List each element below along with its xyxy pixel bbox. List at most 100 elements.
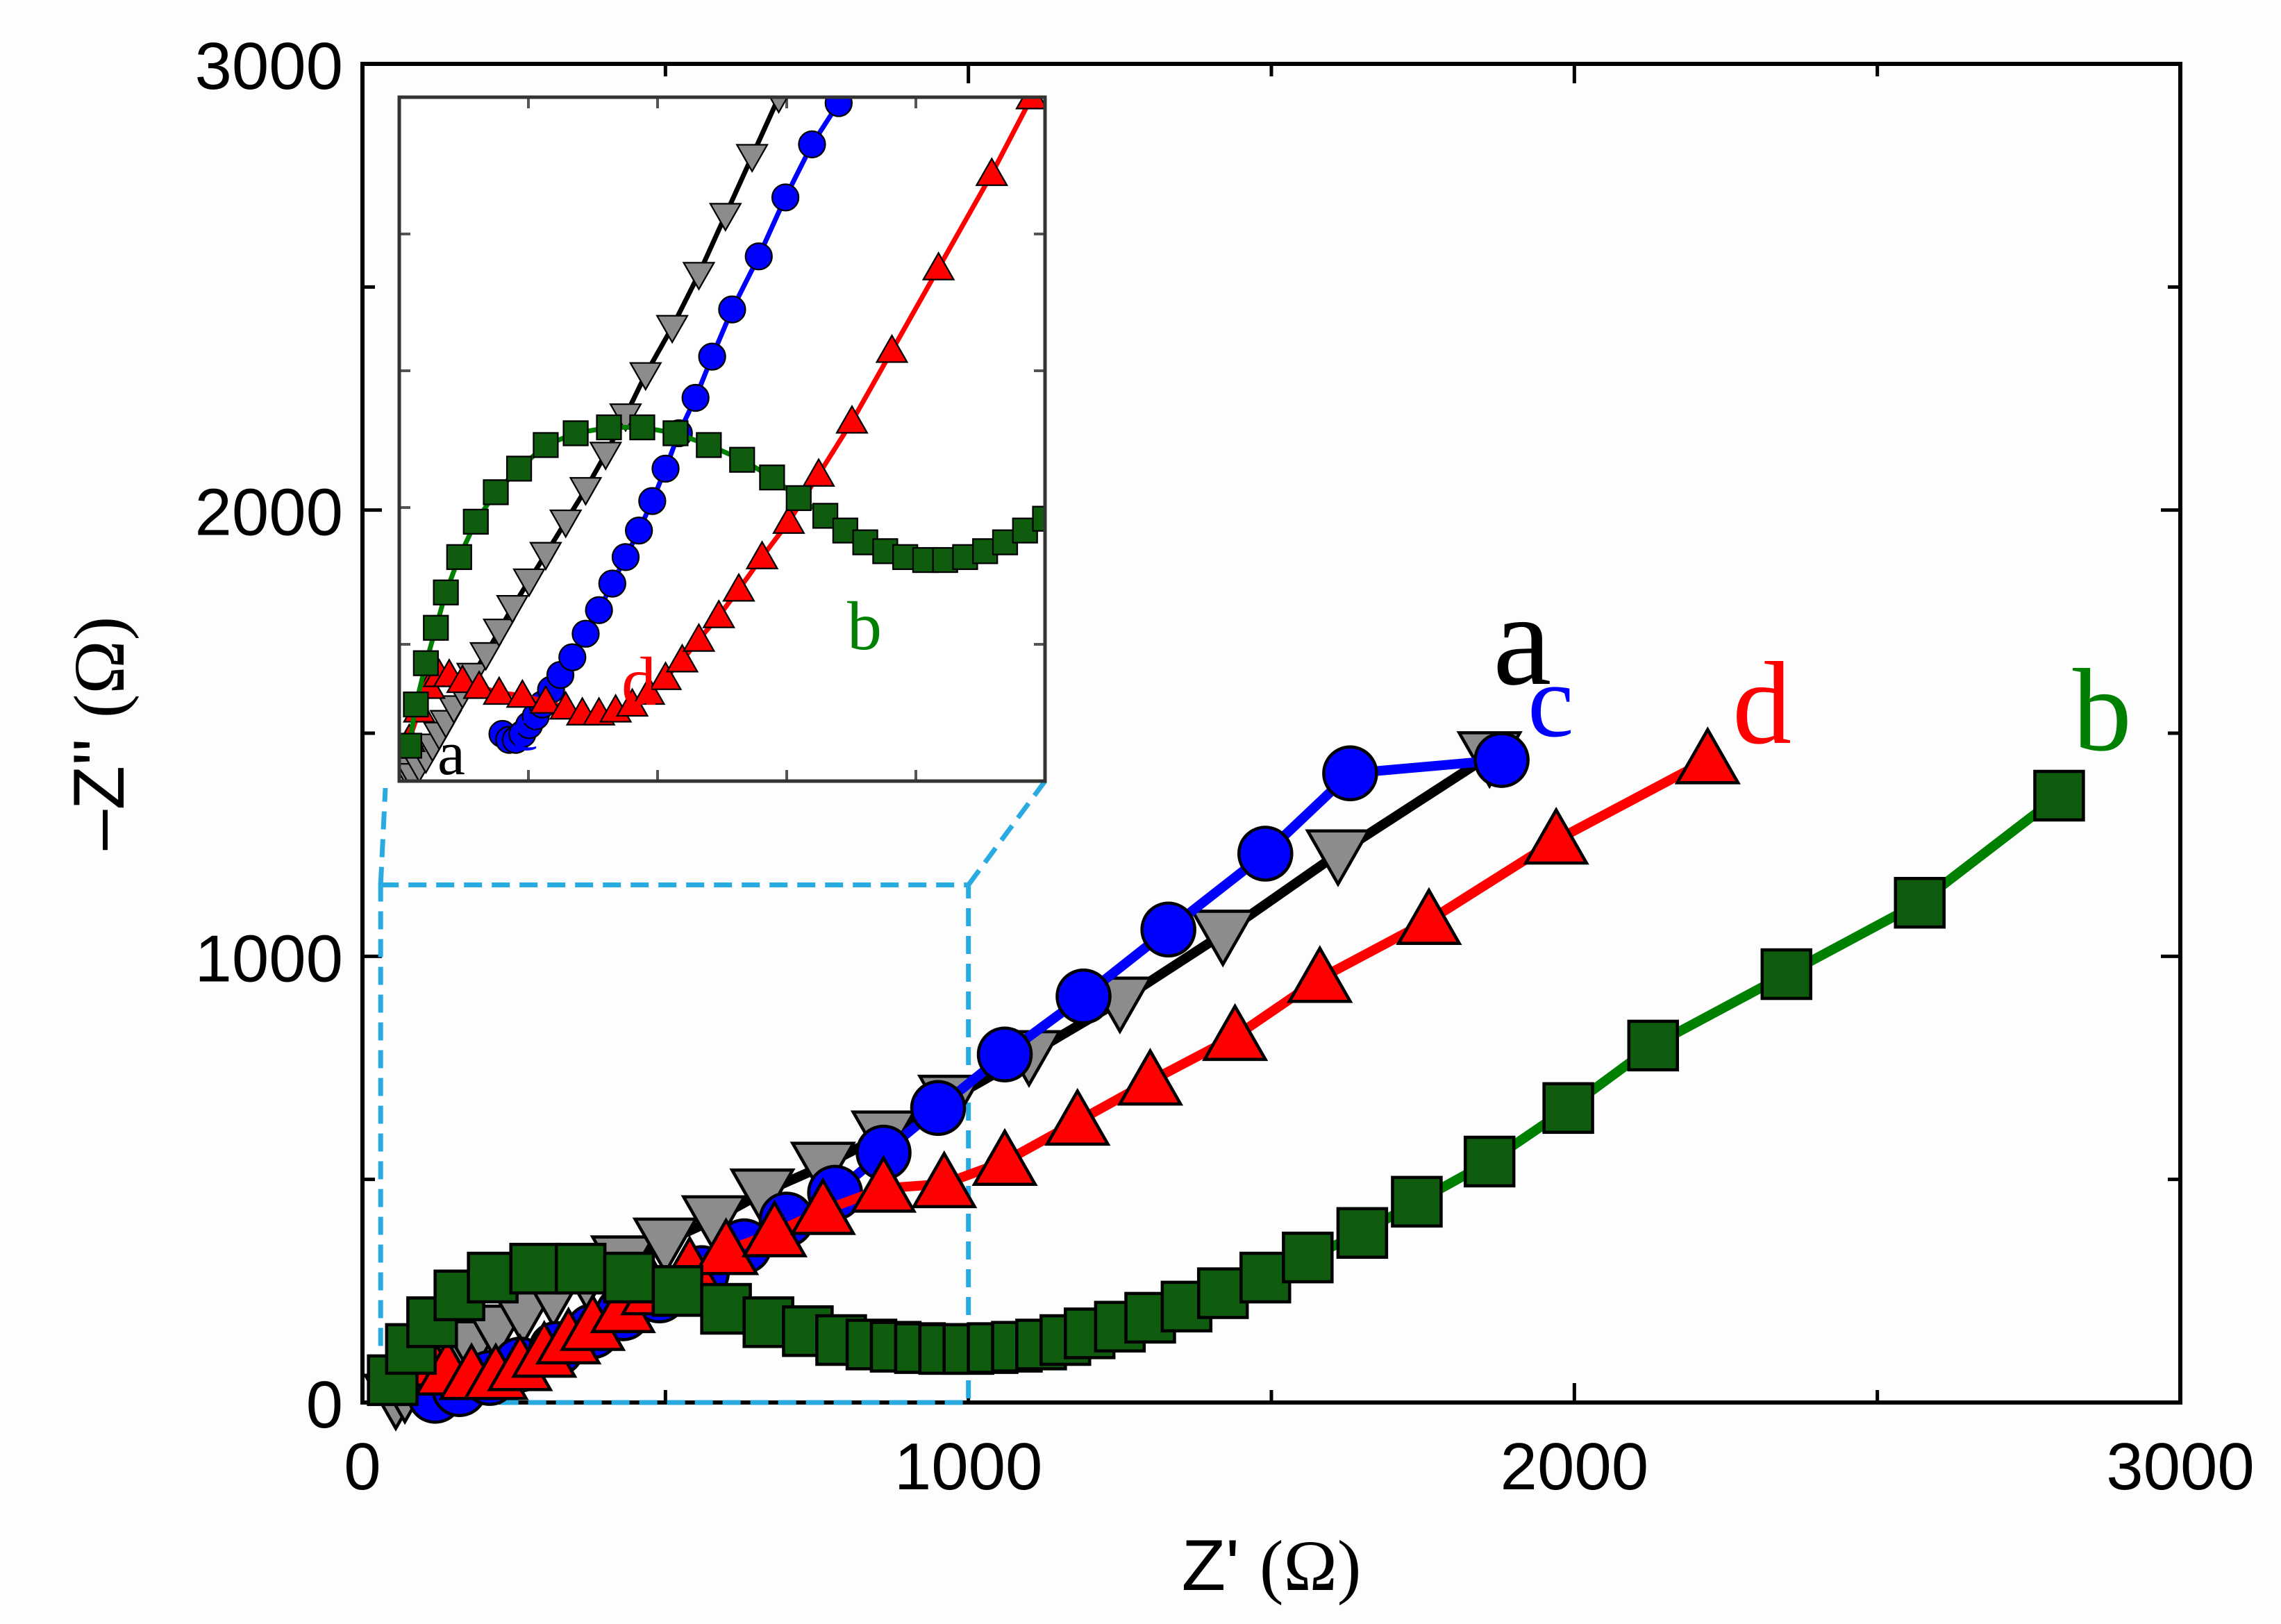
main-point-c [1055,968,1112,1025]
inset-point-d [682,623,716,652]
inset-point-b [729,446,755,473]
inset-point-d [549,690,583,720]
inset-point-a [769,97,789,115]
inset-point-c [638,487,667,515]
series-label-a: a [1493,567,1551,713]
x-tick-label: 1000 [894,1430,1043,1504]
inset-point-d [506,678,540,708]
inset-point-a [682,262,716,291]
inset-point-a [529,542,562,571]
inset-point-a [512,568,546,598]
y-tick-label: 1000 [194,921,343,996]
inset-frame [397,95,1047,783]
inset-point-b [1032,505,1045,532]
inset-point-d [975,157,1009,186]
inset-point-c [798,130,826,159]
inset-point-d [722,572,755,602]
main-point-b [651,1265,704,1317]
inset-point-c [698,342,726,371]
inset-point-a [569,477,603,506]
main-point-b [2033,769,2085,822]
inset-point-d [802,458,835,487]
inset-point-b [433,579,459,605]
inset-point-c [744,242,773,271]
inset-point-d [665,643,699,673]
inset-point-c [718,295,746,324]
x-tick-label: 2000 [1501,1430,1649,1504]
y-tick-label: 2000 [194,476,343,550]
inset-point-b [662,420,689,446]
series-label-c: c [1528,644,1574,759]
inset-point-d [529,685,562,714]
inset-point-b [446,544,472,570]
inset-point-b [696,432,722,458]
inset-point-b [399,733,423,759]
inset-point-b [629,414,655,441]
inset-point-a [469,642,503,671]
main-point-d [1396,887,1462,945]
inset-background [399,97,1045,781]
inset-point-a [549,509,583,539]
inset-point-d [875,333,909,363]
main-point-b [700,1282,752,1335]
inset-series-label-a: a [437,719,465,788]
inset-point-d [772,505,805,534]
x-tick-label: 0 [344,1430,381,1504]
inset-series-c [488,97,853,754]
inset-point-c [771,183,800,212]
inset-point-b [533,432,559,458]
main-series-b [367,769,2085,1407]
main-tick-marks [360,62,2182,1405]
inset-point-d [921,251,955,281]
main-point-d [789,1177,856,1235]
main-point-d [971,1128,1038,1187]
inset-point-d [482,676,516,705]
inset-point-a [655,315,689,344]
main-y-tick-labels: 0 1000 2000 3000 [194,29,343,1442]
main-point-b [603,1251,655,1304]
zoom-rectangle [378,882,971,1405]
inset-point-a [628,362,662,392]
inset-point-b [596,414,622,441]
inset-series-label-b: b [847,587,882,664]
inset-point-b [403,691,429,718]
main-point-d [1674,726,1741,785]
inset-point-c [585,596,613,624]
inset-point-d [632,676,666,705]
main-point-b [1760,948,1813,1001]
inset-point-d [835,404,869,434]
inset-point-b [759,464,785,491]
inset-point-b [562,420,589,446]
main-point-d [1044,1087,1111,1146]
main-point-b [1282,1231,1334,1284]
main-point-c [1473,732,1530,788]
main-point-b [1391,1175,1443,1228]
inset-point-d [702,599,736,628]
inset-point-d [1015,97,1045,110]
inset-point-a [496,594,529,624]
main-point-d [850,1155,917,1213]
main-series-d [378,726,1741,1400]
main-point-d [911,1150,978,1209]
inset-series-b [399,414,1045,759]
inset-series-label-c: c [510,695,538,764]
zoom-connector-left [378,787,388,885]
inset-point-c [558,643,587,671]
inset-point-c [571,619,600,648]
inset-point-b [785,485,812,512]
inset-point-c [681,383,710,412]
inset-point-d [745,540,779,569]
main-point-c [1322,745,1378,802]
inset-point-c [651,454,680,483]
inset-point-b [462,508,489,535]
y-tick-label: 3000 [194,29,343,103]
main-point-b [509,1242,561,1295]
main-point-b [1463,1135,1516,1188]
inset-series-label-d: d [621,643,656,720]
inset-point-d [462,669,496,699]
zoom-region-indicator [378,779,1047,1405]
inset-point-b [412,650,439,676]
main-point-c [976,1026,1033,1082]
series-label-b: b [2073,645,2132,776]
